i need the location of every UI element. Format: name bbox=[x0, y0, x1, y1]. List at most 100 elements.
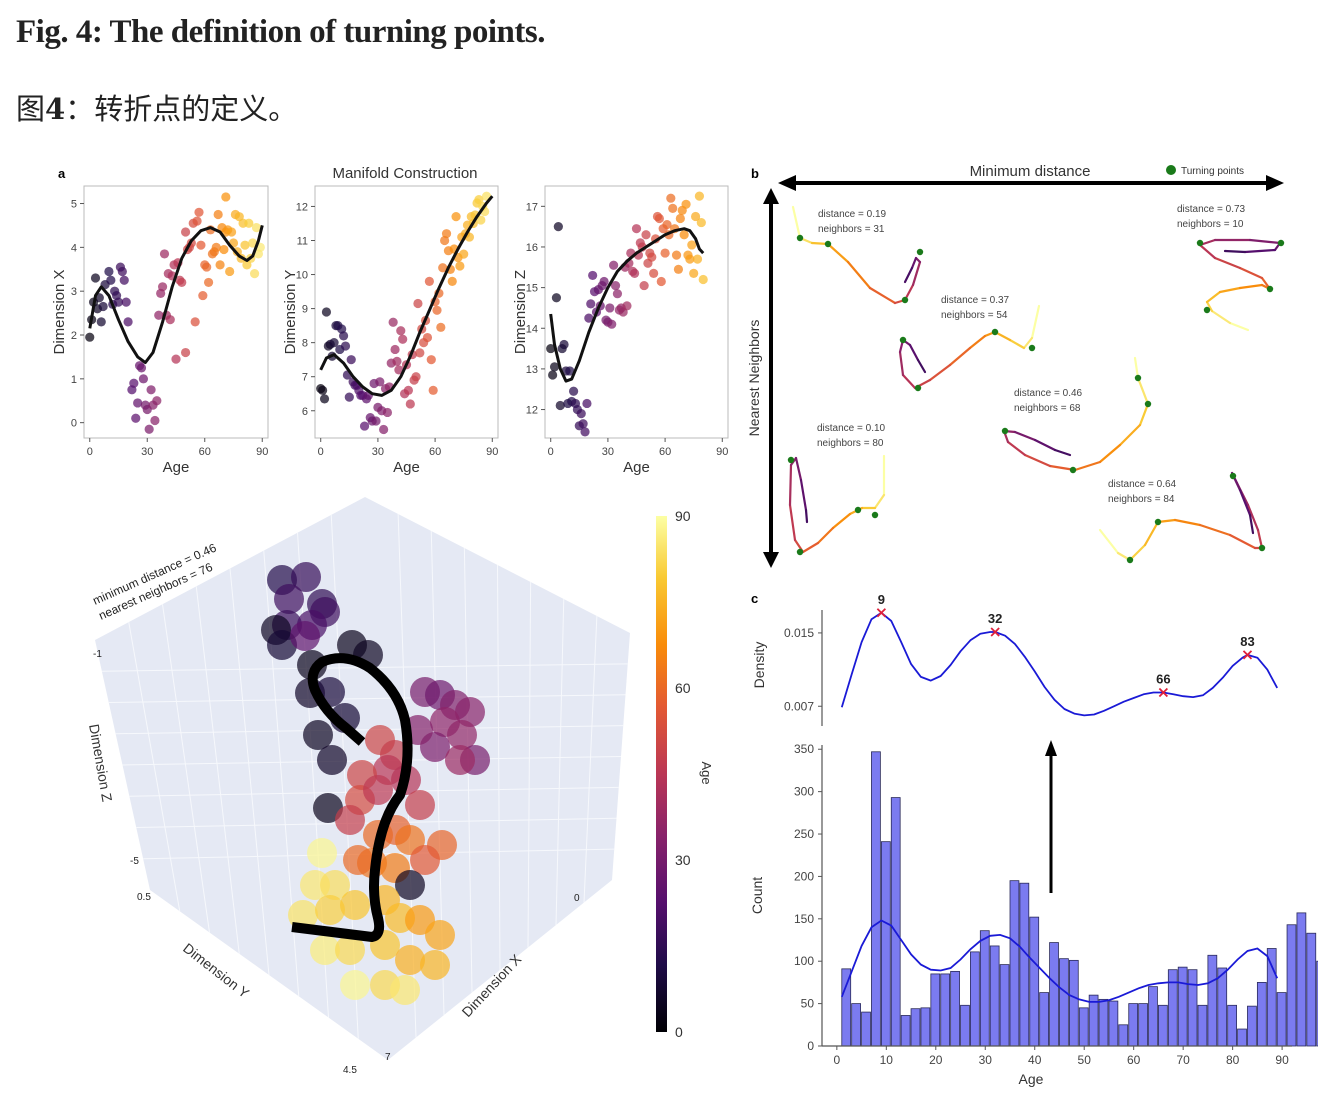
curve-segment bbox=[1133, 356, 1140, 380]
scatter-point bbox=[639, 280, 649, 291]
scatter-point bbox=[180, 227, 191, 237]
neighbors-label: neighbors = 68 bbox=[1014, 403, 1081, 414]
x-tick-label: 30 bbox=[602, 446, 614, 458]
scatter-point bbox=[196, 240, 206, 250]
scatter3d-point bbox=[313, 793, 343, 823]
turning-point bbox=[1134, 374, 1142, 382]
scatter-point bbox=[553, 222, 563, 232]
curve-segment bbox=[791, 205, 802, 240]
scatter-point bbox=[202, 262, 212, 272]
scatter-point bbox=[641, 230, 651, 240]
scatter-point bbox=[123, 317, 133, 327]
scatter3d-point bbox=[274, 584, 304, 614]
turning-point bbox=[1028, 344, 1036, 352]
histogram-bar bbox=[1247, 1005, 1257, 1047]
y-tick-label: 5 bbox=[71, 199, 77, 211]
z-tick-bottom: -5 bbox=[130, 856, 139, 867]
distance-label: distance = 0.64 bbox=[1108, 479, 1177, 490]
scatter-point bbox=[675, 213, 685, 224]
scatter-point bbox=[548, 370, 558, 380]
scatter-point bbox=[96, 317, 106, 327]
turning-point bbox=[1203, 306, 1211, 314]
scatter-point bbox=[171, 354, 181, 364]
scatter3d-point bbox=[315, 895, 345, 925]
scatter-point bbox=[394, 365, 404, 375]
scatter-point bbox=[673, 264, 684, 274]
peak-marker bbox=[990, 627, 1000, 637]
curve-segment bbox=[1248, 238, 1282, 245]
curve-segment bbox=[1238, 283, 1264, 290]
scatter-point bbox=[426, 355, 436, 365]
scatter-point bbox=[576, 409, 586, 419]
scatter-point bbox=[198, 290, 208, 301]
peak-label: 9 bbox=[878, 592, 885, 607]
curve-segment bbox=[1073, 460, 1102, 472]
gridline bbox=[497, 564, 501, 971]
scatter-point bbox=[152, 396, 162, 406]
curve-segment bbox=[804, 508, 809, 524]
histogram-bar bbox=[1217, 967, 1228, 1047]
curve-segment bbox=[1006, 440, 1027, 457]
hist-y-tick-label: 100 bbox=[794, 954, 814, 968]
scatter-point bbox=[248, 238, 258, 248]
scatter-point bbox=[551, 293, 562, 303]
histogram-bar bbox=[920, 1007, 931, 1047]
histogram-bar bbox=[1009, 880, 1020, 1047]
scatter-dimension-z: 0 30 60 90 12 13 14 15 16 17 Age Dimension Z bbox=[512, 185, 729, 476]
distance-label: distance = 0.10 bbox=[817, 423, 886, 434]
scatter3d-panel: minimum distance = 0.46 nearest neighbor… bbox=[86, 497, 714, 1076]
x-tick-far: 7 bbox=[385, 1052, 391, 1063]
histogram-bar bbox=[900, 1015, 911, 1047]
gridline bbox=[555, 598, 565, 926]
scatter-point bbox=[666, 193, 676, 203]
curve-segment bbox=[868, 286, 897, 305]
hist-x-tick-label: 60 bbox=[1127, 1053, 1141, 1067]
turning-point bbox=[1266, 285, 1274, 293]
y-tick-label: 8 bbox=[302, 338, 308, 350]
gridline bbox=[583, 615, 598, 903]
y-tick-label: 0 bbox=[71, 418, 77, 430]
scatter-point bbox=[104, 266, 114, 277]
histogram-bar bbox=[1049, 942, 1059, 1047]
curve-segment bbox=[908, 343, 920, 362]
y-tick-far: 4.5 bbox=[343, 1065, 357, 1076]
scatter-point bbox=[219, 244, 229, 255]
density-plot: 0.007 0.015 Density 9 32 66 83 bbox=[751, 592, 1278, 726]
turning-point bbox=[854, 506, 862, 514]
histogram-bar bbox=[999, 964, 1010, 1047]
gridline bbox=[229, 568, 270, 976]
scatter3d-point bbox=[455, 697, 485, 727]
scatter-point bbox=[375, 377, 385, 387]
y-tick-label: 3 bbox=[71, 286, 77, 298]
turning-curve-sketch: distance = 0.46 neighbors = 68 bbox=[1001, 356, 1152, 474]
scatter-point bbox=[85, 332, 95, 342]
scatter-point bbox=[451, 212, 461, 222]
turning-point bbox=[1229, 472, 1237, 480]
hist-x-tick-label: 30 bbox=[979, 1053, 993, 1067]
colorbar-tick-label: 0 bbox=[675, 1024, 683, 1040]
hist-x-tick-label: 20 bbox=[929, 1053, 943, 1067]
histogram-bar bbox=[1098, 998, 1109, 1047]
hist-y-tick-label: 200 bbox=[794, 869, 814, 883]
histogram-bar bbox=[880, 841, 891, 1047]
scatter-point bbox=[609, 260, 619, 270]
curve-segment bbox=[1243, 248, 1277, 254]
scatter3d-points bbox=[261, 562, 490, 1005]
scatter-point bbox=[588, 270, 598, 281]
kde-curve bbox=[840, 919, 1279, 1003]
curve-segment bbox=[1138, 402, 1150, 427]
scatter-point bbox=[154, 310, 164, 320]
distance-label: distance = 0.46 bbox=[1014, 388, 1083, 399]
y-tick-label: 7 bbox=[302, 372, 308, 384]
scatter-point bbox=[555, 400, 565, 411]
scatter-point bbox=[371, 416, 381, 426]
scatter-point bbox=[549, 362, 560, 372]
scatter-point bbox=[612, 289, 623, 299]
neighbors-label: neighbors = 54 bbox=[941, 310, 1008, 321]
scatter-point bbox=[249, 269, 260, 279]
scatter-point bbox=[459, 249, 469, 259]
histogram-bar bbox=[1256, 982, 1267, 1047]
curve-segment bbox=[794, 456, 803, 482]
curve-segment bbox=[903, 266, 914, 284]
